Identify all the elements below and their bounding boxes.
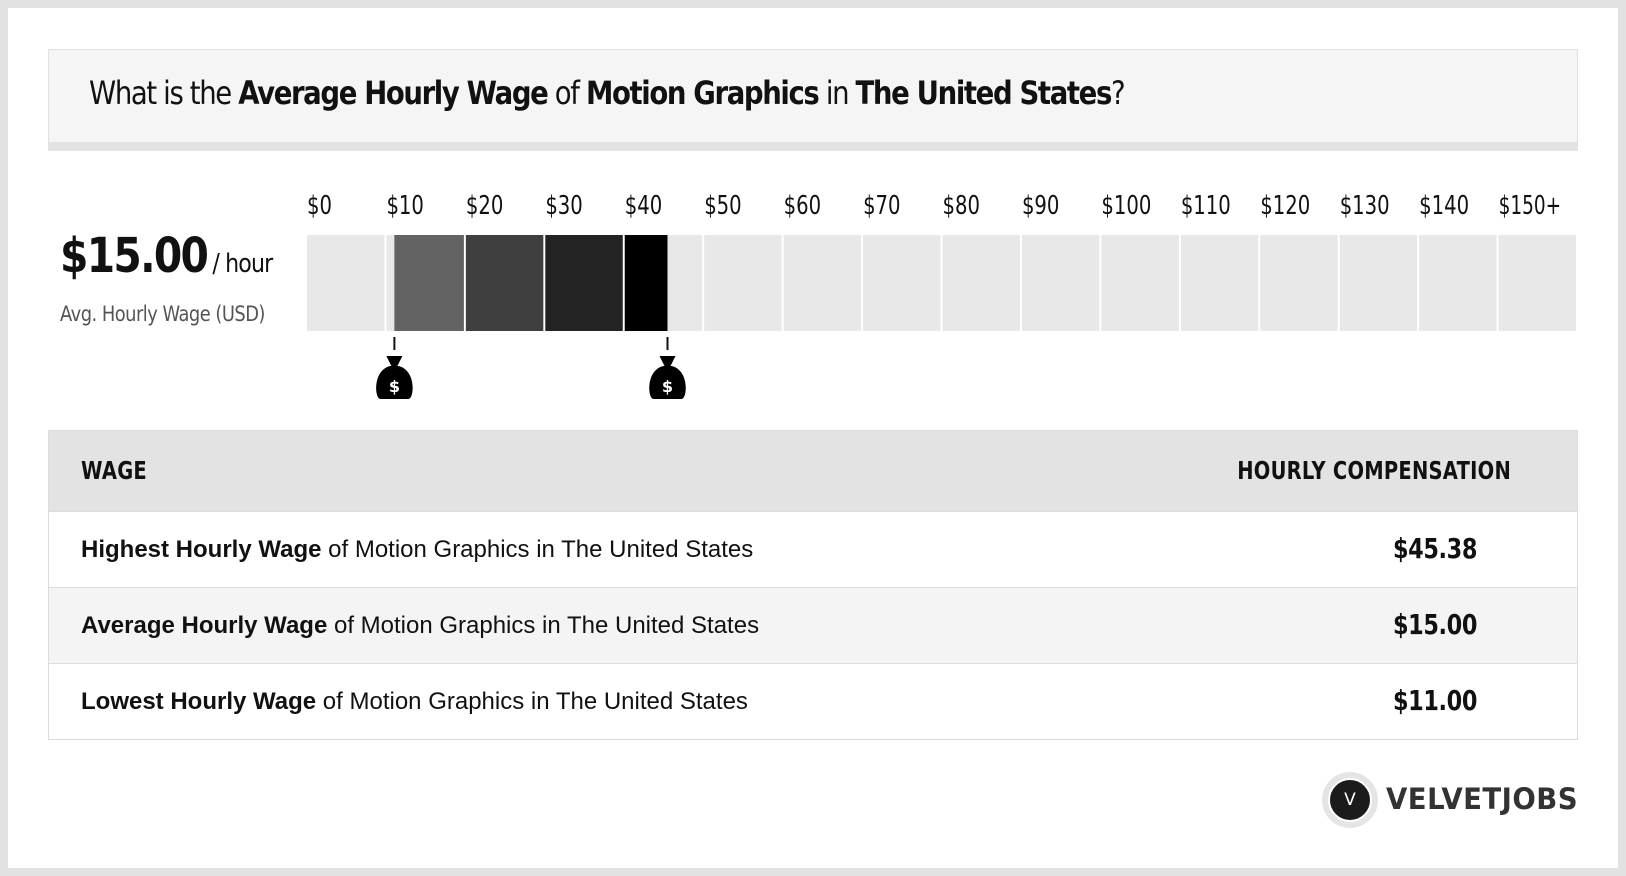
average-wage-unit: / hour: [212, 249, 273, 279]
tick-label: $80: [943, 191, 981, 221]
bar-cell: [1101, 235, 1179, 331]
row-value: $45.38: [1392, 532, 1478, 565]
tick-label: $60: [784, 191, 822, 221]
range-segment: [394, 235, 464, 331]
table-row-average: Average Hourly Wage of Motion Graphics i…: [49, 587, 1577, 663]
bar-cell: [863, 235, 941, 331]
tick-label: $0: [307, 191, 332, 221]
tick-label: $90: [1022, 191, 1060, 221]
tick-label: $70: [863, 191, 901, 221]
tick-label: $120: [1260, 191, 1310, 221]
row-label: Average Hourly Wage of Motion Graphics i…: [81, 612, 760, 639]
tick-label: $40: [625, 191, 663, 221]
row-value: $15.00: [1392, 608, 1478, 641]
bar-cell: [704, 235, 782, 331]
svg-text:$: $: [389, 377, 400, 396]
row-value: $11.00: [1392, 684, 1478, 717]
table-row-lowest: Lowest Hourly Wage of Motion Graphics in…: [49, 663, 1577, 739]
bar-cell: [783, 235, 862, 331]
logo-circle: V: [1322, 772, 1378, 828]
tick-label: $50: [704, 191, 742, 221]
average-wage-label: Avg. Hourly Wage (USD): [60, 302, 265, 326]
average-wage-value: $15.00/ hour: [60, 228, 273, 284]
logo-text: VELVETJOBS: [1386, 782, 1579, 816]
title-banner: What is the Average Hourly Wage of Motio…: [48, 49, 1578, 151]
header-hourly-compensation: HOURLY COMPENSATION: [1237, 456, 1511, 485]
bar-cell: [1180, 235, 1259, 331]
range-segment: [545, 235, 623, 331]
table-header: WAGE HOURLY COMPENSATION: [49, 431, 1577, 511]
bar-cell: [942, 235, 1020, 331]
bar-cell: [307, 235, 385, 331]
tick-label: $30: [545, 191, 583, 221]
money-bag-icon: $: [649, 356, 686, 399]
tick-label: $130: [1340, 191, 1390, 221]
range-segment: [465, 235, 544, 331]
row-label: Lowest Hourly Wage of Motion Graphics in…: [81, 688, 748, 715]
average-wage-summary: $15.00/ hour Avg. Hourly Wage (USD): [60, 228, 310, 326]
logo-mark: V: [1328, 778, 1372, 822]
wage-table: WAGE HOURLY COMPENSATION Highest Hourly …: [48, 430, 1578, 740]
velvetjobs-logo: V VELVETJOBS: [1322, 772, 1582, 828]
table-row-highest: Highest Hourly Wage of Motion Graphics i…: [49, 511, 1577, 587]
row-label: Highest Hourly Wage of Motion Graphics i…: [81, 536, 754, 563]
bar-cell: [1339, 235, 1418, 331]
tick-label: $150+: [1499, 191, 1562, 221]
tick-label: $110: [1181, 191, 1231, 221]
svg-text:$: $: [662, 377, 673, 396]
bar-cell: [1260, 235, 1338, 331]
tick-label: $100: [1101, 191, 1151, 221]
wage-range-chart: $0 $10 $20 $30 $40 $50 $60 $70 $80 $90 $100 $110 $12…: [307, 191, 1576, 399]
bar-cell: [1021, 235, 1100, 331]
page-title: What is the Average Hourly Wage of Motio…: [89, 74, 1126, 112]
bar-cell: [1419, 235, 1497, 331]
tick-label: $10: [386, 191, 424, 221]
bar-cell: [1498, 235, 1576, 331]
range-segment: [624, 235, 668, 331]
header-wage: WAGE: [81, 456, 147, 485]
tick-label: $20: [466, 191, 504, 221]
tick-label: $140: [1419, 191, 1469, 221]
money-bag-icon: $: [376, 356, 413, 399]
